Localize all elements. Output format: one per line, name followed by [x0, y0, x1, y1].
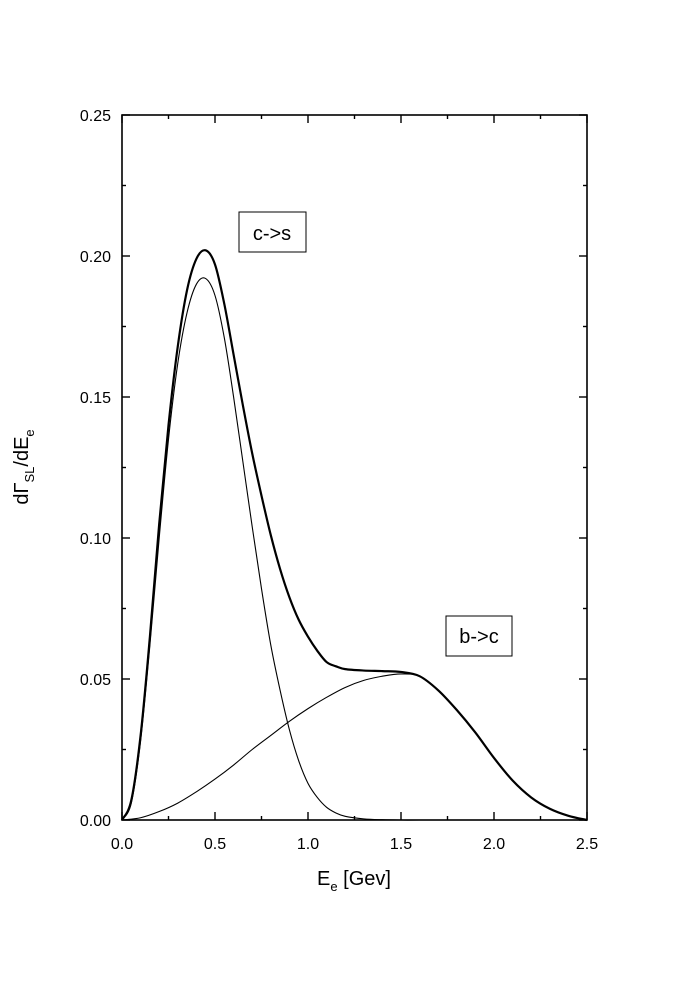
series-group — [121, 249, 588, 822]
x-axis-title-main: E — [317, 868, 330, 890]
x-tick-label: 0.5 — [204, 836, 226, 853]
annotation-box-c-s — [238, 211, 307, 253]
y-axis-title-main: dΓ — [11, 483, 33, 505]
x-tick-label: 2.5 — [576, 836, 598, 853]
y-axis-title-sub2: e — [22, 429, 37, 436]
y-tick-label: 0.05 — [80, 672, 111, 689]
annotation-c-s: c->s — [253, 223, 291, 245]
y-tick-label: 0.15 — [80, 390, 111, 407]
annotation-b-c: b->c — [459, 626, 498, 648]
x-tick-label: 2.0 — [483, 836, 505, 853]
x-tick-label: 0.0 — [111, 836, 133, 853]
series-line-1 — [121, 249, 588, 822]
y-axis-title: dΓSL/dEe — [11, 429, 37, 504]
y-axis-title-mid: /dE — [11, 437, 33, 467]
y-tick-label: 0.00 — [80, 813, 111, 830]
series-line-3 — [121, 673, 588, 821]
x-axis-title-unit: [Gev] — [338, 868, 391, 890]
x-axis-title: Ee [Gev] — [317, 868, 391, 894]
y-axis-title-sub1: SL — [22, 467, 37, 483]
plot-frame — [121, 114, 588, 821]
x-tick-labels: 0.0 0.5 1.0 1.5 2.0 2.5 — [111, 836, 598, 853]
annotation-box-b-c — [445, 615, 513, 657]
y-tick-label: 0.10 — [80, 531, 111, 548]
series-line-2 — [121, 277, 420, 821]
x-axis-title-sub: e — [330, 879, 337, 894]
x-tick-label: 1.0 — [297, 836, 319, 853]
y-tick-labels: 0.00 0.05 0.10 0.15 0.20 0.25 — [80, 108, 111, 830]
x-tick-label: 1.5 — [390, 836, 412, 853]
y-tick-label: 0.20 — [80, 249, 111, 266]
y-tick-label: 0.25 — [80, 108, 111, 125]
ticks — [121, 114, 588, 821]
